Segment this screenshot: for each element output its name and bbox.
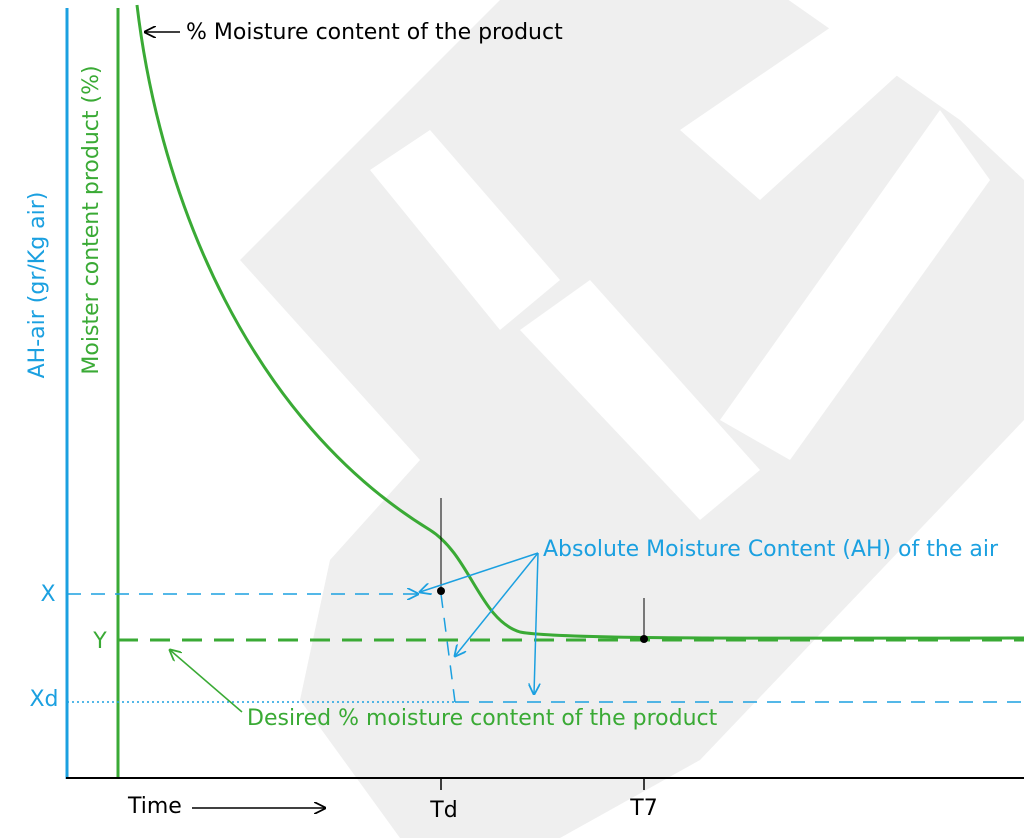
annotation: % Moisture content of the product bbox=[186, 20, 563, 45]
point bbox=[640, 635, 648, 643]
pointer bbox=[170, 650, 243, 713]
axis-label: Moister content product (%) bbox=[79, 65, 104, 374]
pointer bbox=[455, 552, 539, 656]
annotation: Absolute Moisture Content (AH) of the ai… bbox=[543, 537, 999, 562]
level-label: Xd bbox=[29, 687, 58, 712]
pointer bbox=[420, 552, 539, 592]
watermark bbox=[240, 0, 1024, 838]
time-label: T7 bbox=[629, 796, 657, 821]
point bbox=[437, 587, 445, 595]
axis-label: AH-air (gr/Kg air) bbox=[25, 192, 50, 379]
ah-drop bbox=[440, 593, 456, 703]
axis-label: Time bbox=[127, 794, 182, 819]
moisture-curve bbox=[135, 4, 1024, 640]
level-label: X bbox=[40, 582, 55, 607]
level-label: Y bbox=[92, 629, 107, 654]
time-label: Td bbox=[429, 798, 457, 823]
annotation: Desired % moisture content of the produc… bbox=[247, 706, 718, 731]
pointer bbox=[534, 552, 538, 694]
